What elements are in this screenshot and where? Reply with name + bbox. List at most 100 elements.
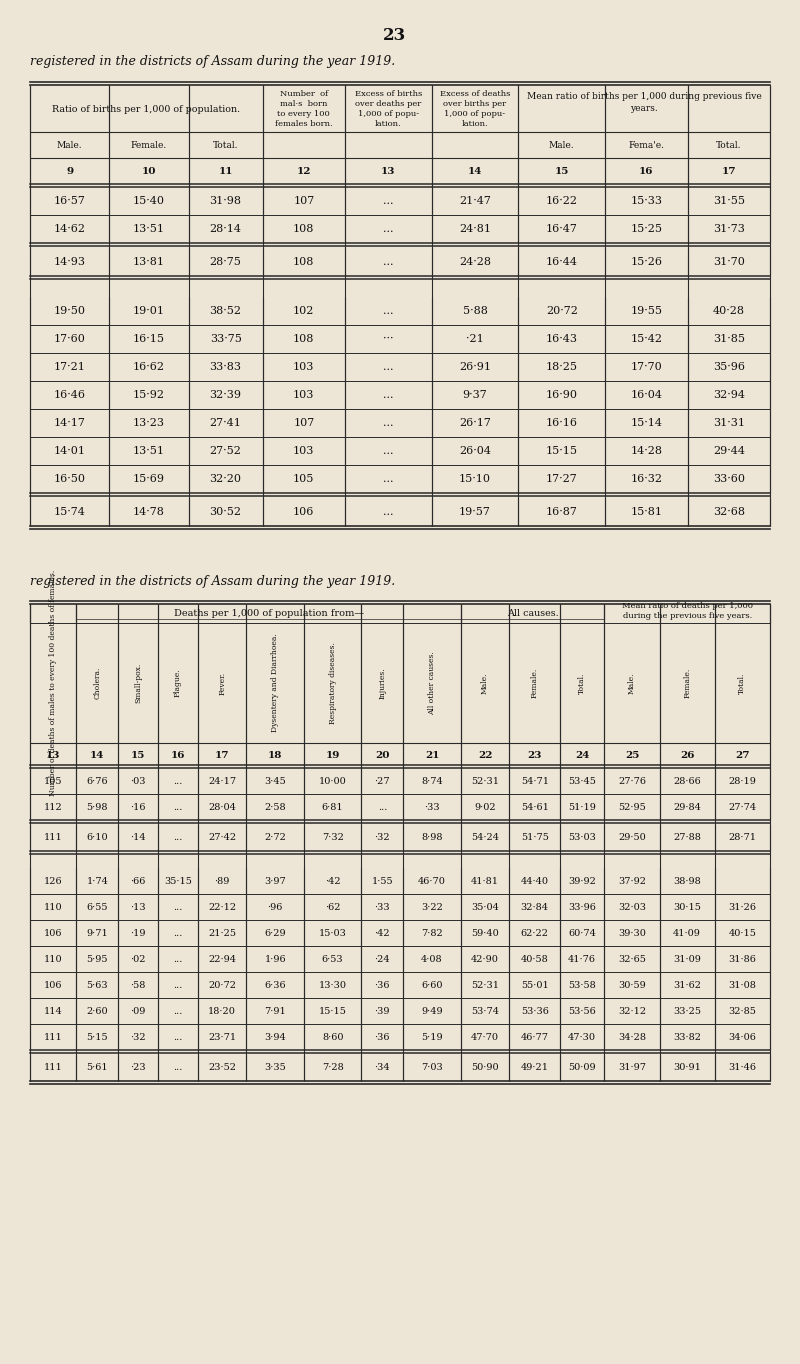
Text: 8·98: 8·98 [422, 833, 442, 843]
Text: 31·08: 31·08 [729, 981, 756, 989]
Text: Female.: Female. [131, 140, 167, 150]
Text: 14: 14 [90, 750, 105, 760]
Text: 6·36: 6·36 [264, 981, 286, 989]
Text: Mean ratio of deaths per 1,000
during the previous five years.: Mean ratio of deaths per 1,000 during th… [622, 602, 753, 619]
Text: ·62: ·62 [325, 903, 340, 911]
Text: 15·25: 15·25 [630, 224, 662, 235]
Text: 40·58: 40·58 [521, 955, 549, 963]
Text: 5·95: 5·95 [86, 955, 108, 963]
Text: 31·73: 31·73 [713, 224, 745, 235]
Text: ...: ... [383, 390, 394, 400]
Text: 16·50: 16·50 [54, 475, 86, 484]
Text: 34·06: 34·06 [729, 1033, 756, 1042]
Text: ...: ... [383, 256, 394, 267]
Text: 32·39: 32·39 [210, 390, 242, 400]
Text: 31·85: 31·85 [713, 334, 745, 344]
Text: 15·14: 15·14 [630, 417, 662, 428]
Text: 31·97: 31·97 [618, 1064, 646, 1072]
Text: 15·15: 15·15 [318, 1007, 346, 1016]
Text: 103: 103 [293, 361, 314, 372]
Text: 52·95: 52·95 [618, 802, 646, 812]
Text: 23·71: 23·71 [208, 1033, 236, 1042]
Text: 105: 105 [44, 776, 62, 786]
Text: 52·31: 52·31 [471, 981, 499, 989]
Text: 51·19: 51·19 [568, 802, 596, 812]
Text: 3·35: 3·35 [264, 1064, 286, 1072]
Text: 33·82: 33·82 [673, 1033, 701, 1042]
Text: 31·70: 31·70 [713, 256, 745, 267]
Text: 22: 22 [478, 750, 492, 760]
Text: 54·61: 54·61 [521, 802, 549, 812]
Text: 103: 103 [293, 390, 314, 400]
Text: ·23: ·23 [130, 1064, 146, 1072]
Text: ·34: ·34 [374, 1064, 390, 1072]
Text: 14·17: 14·17 [54, 417, 86, 428]
Text: 108: 108 [293, 224, 314, 235]
Text: 106: 106 [44, 981, 62, 989]
Text: ...: ... [383, 446, 394, 456]
Text: 16·46: 16·46 [54, 390, 86, 400]
Text: Total.: Total. [213, 140, 238, 150]
Text: 33·75: 33·75 [210, 334, 242, 344]
Text: 16·57: 16·57 [54, 196, 86, 206]
Text: 13·51: 13·51 [133, 224, 165, 235]
Text: 15: 15 [131, 750, 146, 760]
Text: 2·60: 2·60 [86, 1007, 108, 1016]
Text: 28·75: 28·75 [210, 256, 242, 267]
Text: 29·44: 29·44 [713, 446, 745, 456]
Text: 35·15: 35·15 [164, 877, 192, 885]
Text: 31·26: 31·26 [728, 903, 756, 911]
Text: 3·94: 3·94 [264, 1033, 286, 1042]
Text: 47·70: 47·70 [471, 1033, 499, 1042]
Text: 15·81: 15·81 [630, 507, 662, 517]
Text: 29·50: 29·50 [618, 833, 646, 843]
Text: 8·74: 8·74 [421, 776, 443, 786]
Text: ·58: ·58 [130, 981, 146, 989]
Text: 27·41: 27·41 [210, 417, 242, 428]
Text: ·32: ·32 [130, 1033, 146, 1042]
Text: 9·71: 9·71 [86, 929, 108, 937]
Text: ·36: ·36 [374, 981, 390, 989]
Text: 22·12: 22·12 [208, 903, 236, 911]
Text: Total.: Total. [578, 672, 586, 694]
Text: 25: 25 [625, 750, 639, 760]
Text: ...: ... [174, 833, 182, 843]
Text: 62·22: 62·22 [521, 929, 549, 937]
Text: ...: ... [383, 507, 394, 517]
Text: 21·47: 21·47 [459, 196, 491, 206]
Text: 13·81: 13·81 [133, 256, 165, 267]
Text: 15·33: 15·33 [630, 196, 662, 206]
Text: 7·91: 7·91 [264, 1007, 286, 1016]
Text: 18·25: 18·25 [546, 361, 578, 372]
Text: Male.: Male. [628, 672, 636, 694]
Text: 1·74: 1·74 [86, 877, 108, 885]
Text: Respiratory diseases.: Respiratory diseases. [329, 642, 337, 724]
Text: Excess of deaths
over births per
1,000 of popu-
lation.: Excess of deaths over births per 1,000 o… [440, 90, 510, 128]
Text: 9·02: 9·02 [474, 802, 496, 812]
Text: 24·81: 24·81 [459, 224, 491, 235]
Text: ·03: ·03 [130, 776, 146, 786]
Text: 21: 21 [425, 750, 439, 760]
Text: Male.: Male. [549, 140, 574, 150]
Text: Female.: Female. [683, 668, 691, 698]
Text: 27·76: 27·76 [618, 776, 646, 786]
Text: 16·90: 16·90 [546, 390, 578, 400]
Text: 59·40: 59·40 [471, 929, 499, 937]
Text: 53·58: 53·58 [568, 981, 596, 989]
Text: 31·31: 31·31 [713, 417, 745, 428]
Text: 32·68: 32·68 [713, 507, 745, 517]
Text: 24: 24 [575, 750, 590, 760]
Text: 5·15: 5·15 [86, 1033, 108, 1042]
Text: ...: ... [383, 224, 394, 235]
Text: 54·71: 54·71 [521, 776, 549, 786]
Text: 40·28: 40·28 [713, 306, 745, 316]
Text: 27·52: 27·52 [210, 446, 242, 456]
Text: 19·50: 19·50 [54, 306, 86, 316]
Text: 29·84: 29·84 [674, 802, 701, 812]
Text: 15·40: 15·40 [133, 196, 165, 206]
Text: ...: ... [174, 955, 182, 963]
Text: 33·83: 33·83 [210, 361, 242, 372]
Text: 35·04: 35·04 [471, 903, 499, 911]
Text: ...: ... [174, 776, 182, 786]
Text: 30·59: 30·59 [618, 981, 646, 989]
